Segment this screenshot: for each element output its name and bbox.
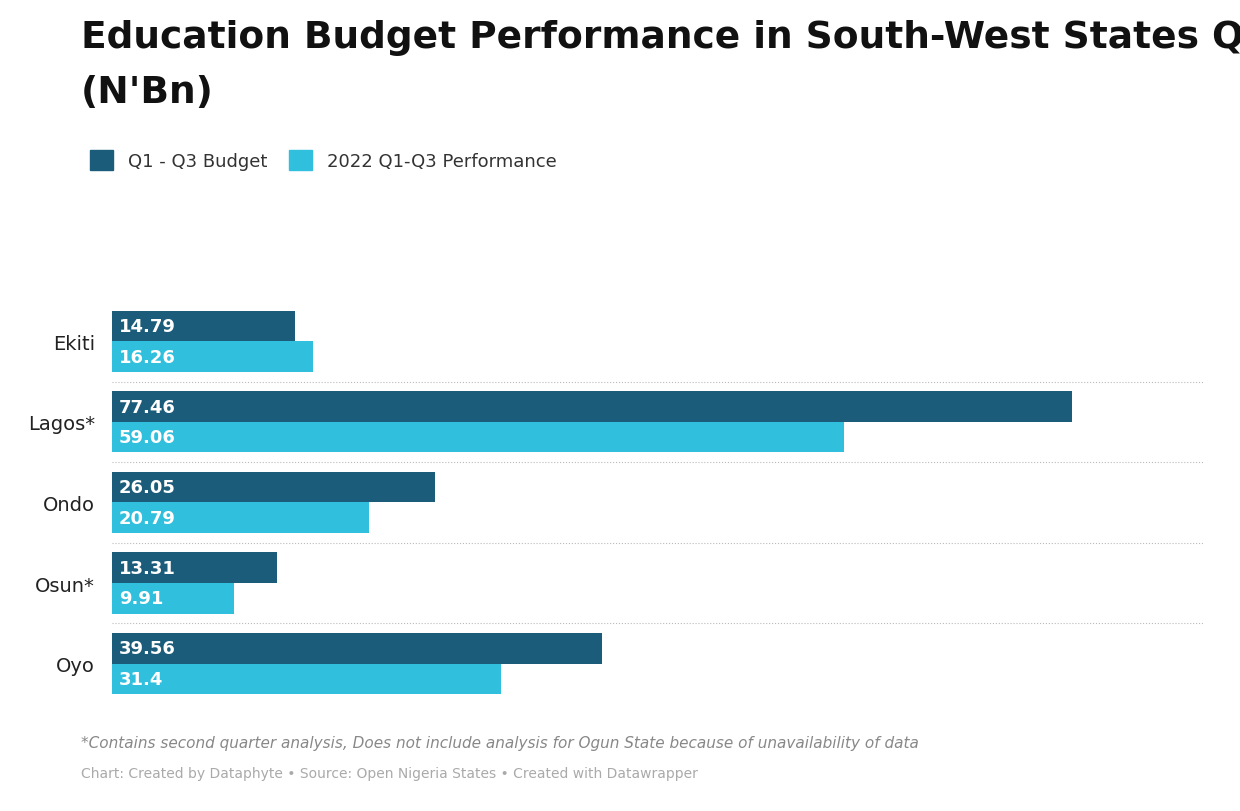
Text: 39.56: 39.56 bbox=[119, 640, 176, 658]
Bar bbox=[112, 663, 501, 694]
Text: (N'Bn): (N'Bn) bbox=[81, 75, 213, 110]
Text: 9.91: 9.91 bbox=[119, 590, 164, 607]
Text: 77.46: 77.46 bbox=[119, 398, 176, 416]
Text: 20.79: 20.79 bbox=[119, 509, 176, 527]
Bar bbox=[112, 503, 370, 534]
Text: 31.4: 31.4 bbox=[119, 670, 164, 688]
Bar bbox=[112, 423, 844, 453]
Text: 13.31: 13.31 bbox=[119, 559, 176, 577]
Text: 16.26: 16.26 bbox=[119, 348, 176, 366]
Legend: Q1 - Q3 Budget, 2022 Q1-Q3 Performance: Q1 - Q3 Budget, 2022 Q1-Q3 Performance bbox=[89, 151, 557, 171]
Bar bbox=[112, 553, 277, 583]
Bar bbox=[112, 342, 314, 372]
Bar bbox=[112, 472, 434, 503]
Bar bbox=[112, 583, 234, 614]
Bar bbox=[112, 633, 603, 663]
Text: Chart: Created by Dataphyte • Source: Open Nigeria States • Created with Datawra: Chart: Created by Dataphyte • Source: Op… bbox=[81, 766, 697, 780]
Bar bbox=[112, 392, 1073, 423]
Text: *Contains second quarter analysis, Does not include analysis for Ogun State beca: *Contains second quarter analysis, Does … bbox=[81, 736, 919, 750]
Bar bbox=[112, 311, 295, 342]
Text: 14.79: 14.79 bbox=[119, 318, 176, 336]
Text: 59.06: 59.06 bbox=[119, 429, 176, 447]
Text: 26.05: 26.05 bbox=[119, 478, 176, 496]
Text: Education Budget Performance in South-West States Q1-Q3: Education Budget Performance in South-We… bbox=[81, 20, 1240, 56]
